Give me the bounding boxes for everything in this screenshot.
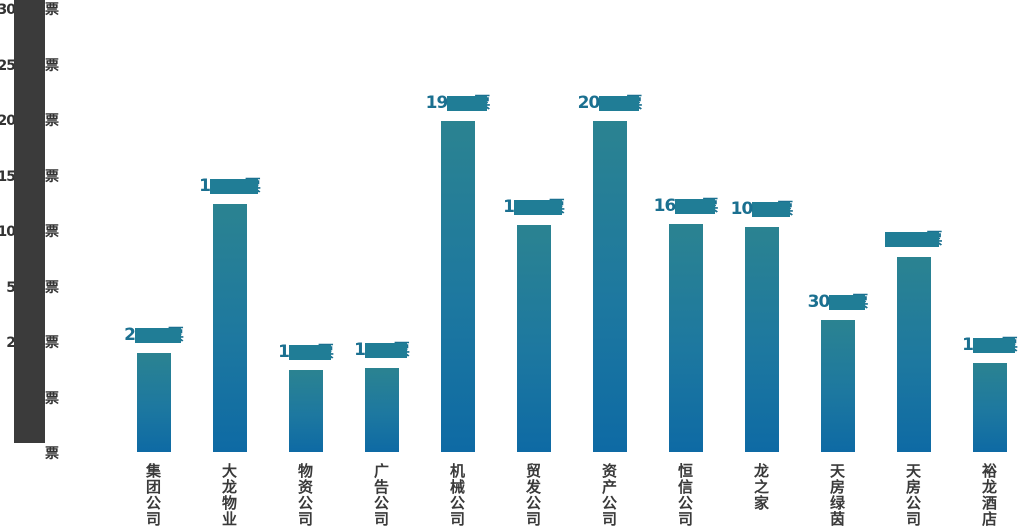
x-axis-label-天房绿茵: 天房绿茵 (828, 463, 846, 526)
bar-集团公司[interactable] (137, 353, 171, 452)
bar-value-label: 1票 (182, 176, 278, 196)
bar-贸发公司[interactable] (517, 225, 551, 452)
bar-value-prefix: 16 (653, 196, 677, 216)
x-axis-label-大龙物业: 大龙物业 (220, 463, 238, 526)
y-tick-value: 10 (0, 224, 16, 240)
value-redaction-block (364, 342, 407, 358)
bar-物资公司[interactable] (289, 370, 323, 452)
bar-value-prefix: 2 (124, 325, 136, 345)
bar-大龙物业[interactable] (213, 204, 247, 452)
bar-value-label: 1票 (258, 342, 354, 362)
y-tick-value: 2 (6, 335, 16, 351)
y-tick-value: 20 (0, 113, 16, 129)
x-axis-label-物资公司: 物资公司 (296, 463, 314, 526)
y-axis-redaction-block (14, 0, 45, 443)
bar-value-prefix: 1 (199, 176, 211, 196)
bar-龙之家[interactable] (745, 227, 779, 452)
bar-value-prefix: 1 (354, 340, 366, 360)
y-axis-tick: 20 票 (0, 113, 60, 129)
x-axis-label-资产公司: 资产公司 (600, 463, 618, 526)
bar-value-label: 1票 (942, 335, 1022, 355)
value-redaction-block (829, 294, 866, 310)
y-tick-unit: 票 (45, 391, 59, 407)
y-tick-unit: 票 (45, 280, 59, 296)
bar-value-label: 30票 (790, 292, 886, 312)
bar-value-prefix: 20 (577, 93, 601, 113)
y-axis-tick: 25 票 (0, 58, 60, 74)
bar-机械公司[interactable] (441, 121, 475, 452)
x-axis-label-裕龙酒店: 裕龙酒店 (980, 463, 998, 526)
bar-天房绿茵[interactable] (821, 320, 855, 452)
y-tick-unit: 票 (45, 113, 59, 129)
value-redaction-block (972, 337, 1015, 353)
value-redaction-block (599, 95, 640, 111)
value-redaction-block (885, 231, 940, 247)
value-redaction-block (447, 95, 488, 111)
x-axis-label-广告公司: 广告公司 (372, 463, 390, 526)
y-tick-unit: 票 (45, 224, 59, 240)
bar-value-label: 1票 (486, 197, 582, 217)
y-tick-unit: 票 (45, 169, 59, 185)
x-axis-label-恒信公司: 恒信公司 (676, 463, 694, 526)
y-axis-tick: 票 (0, 391, 60, 407)
bar-value-label: 票 (866, 231, 962, 247)
bar-value-prefix: 1 (962, 335, 974, 355)
bar-value-label: 19票 (410, 93, 506, 113)
value-redaction-block (209, 178, 258, 194)
x-axis-label-龙之家: 龙之家 (752, 463, 770, 511)
y-tick-value: 25 (0, 58, 16, 74)
y-tick-unit: 票 (45, 58, 59, 74)
y-tick-unit: 票 (45, 2, 59, 18)
value-redaction-block (513, 199, 562, 215)
bar-value-prefix: 1 (503, 197, 515, 217)
bar-value-prefix: 10 (730, 199, 754, 219)
bar-value-label: 10票 (714, 199, 810, 219)
value-redaction-block (675, 198, 716, 214)
y-tick-value: 5 (6, 280, 16, 296)
y-axis-tick: 票 (0, 446, 60, 462)
bar-value-label: 1票 (334, 340, 430, 360)
bar-value-prefix: 1 (278, 342, 290, 362)
bar-广告公司[interactable] (365, 368, 399, 452)
y-tick-value: 15 (0, 169, 16, 185)
value-redaction-block (288, 344, 331, 360)
value-redaction-block (134, 327, 181, 343)
bar-value-label: 2票 (106, 325, 202, 345)
y-axis-tick: 30 票 (0, 2, 60, 18)
bar-value-label: 20票 (562, 93, 658, 113)
bar-资产公司[interactable] (593, 121, 627, 452)
y-axis-tick: 10 票 (0, 224, 60, 240)
bar-恒信公司[interactable] (669, 224, 703, 452)
value-redaction-block (752, 201, 791, 217)
x-axis-label-集团公司: 集团公司 (144, 463, 162, 526)
x-axis-label-机械公司: 机械公司 (448, 463, 466, 526)
y-tick-unit: 票 (45, 446, 59, 462)
x-axis-label-天房公司: 天房公司 (904, 463, 922, 526)
y-axis-tick: 15 票 (0, 169, 60, 185)
y-tick-unit: 票 (45, 335, 59, 351)
bar-value-prefix: 19 (425, 93, 449, 113)
bar-裕龙酒店[interactable] (973, 363, 1007, 452)
bar-value-label: 16票 (638, 196, 734, 216)
bar-value-prefix: 30 (807, 292, 831, 312)
bar-天房公司[interactable] (897, 257, 931, 452)
y-tick-value: 30 (0, 2, 16, 18)
x-axis-label-贸发公司: 贸发公司 (524, 463, 542, 526)
